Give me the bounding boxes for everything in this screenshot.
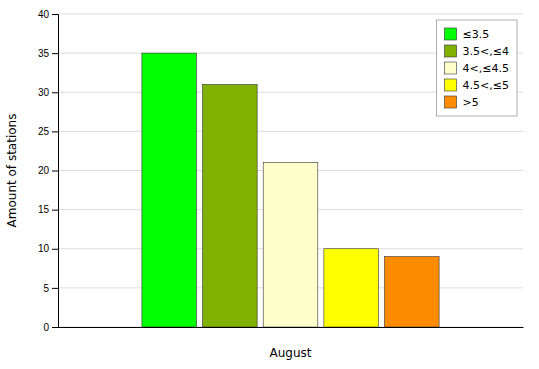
y-tick-label: 25 [38, 126, 50, 137]
bar [263, 163, 318, 327]
y-tick: 25 [38, 126, 58, 137]
y-tick: 15 [38, 204, 58, 215]
y-tick-mark [52, 14, 58, 15]
legend-item: ≤3.5 [445, 28, 490, 41]
y-tick-mark [52, 171, 58, 172]
y-tick: 35 [38, 48, 58, 59]
y-tick-label: 10 [38, 243, 50, 254]
y-tick-mark [52, 327, 58, 328]
legend-item: 3.5<,≤4 [445, 45, 509, 58]
y-tick-label: 15 [38, 204, 50, 215]
legend-swatch [445, 62, 457, 74]
bars [142, 53, 439, 327]
legend-item: >5 [445, 96, 479, 109]
legend-swatch [445, 96, 457, 108]
y-tick-label: 5 [43, 283, 49, 294]
legend-swatch [445, 45, 457, 57]
y-tick-mark [52, 210, 58, 211]
x-axis-title: August [270, 346, 312, 360]
y-tick: 20 [38, 165, 58, 176]
legend-item: 4.5<,≤5 [445, 79, 509, 92]
y-tick: 10 [38, 243, 58, 254]
legend-label: 3.5<,≤4 [463, 45, 509, 58]
y-tick-label: 35 [38, 48, 50, 59]
y-tick: 0 [43, 322, 58, 333]
legend-item: 4<,≤4.5 [445, 62, 509, 75]
y-axis-line [52, 15, 59, 328]
legend-box [437, 20, 517, 116]
y-tick-label: 0 [43, 322, 49, 333]
bar [142, 53, 197, 327]
legend-swatch [445, 79, 457, 91]
y-tick-mark [52, 131, 58, 132]
bar [385, 257, 440, 327]
x-axis [59, 327, 524, 328]
legend-label: >5 [463, 96, 479, 109]
legend-swatch [445, 28, 457, 40]
y-tick-label: 30 [38, 87, 50, 98]
bar [203, 84, 258, 327]
legend-label: ≤3.5 [463, 28, 490, 41]
y-tick: 40 [38, 9, 58, 20]
grid [58, 14, 523, 327]
y-tick-mark [52, 92, 58, 93]
y-axis-title: Amount of stations [5, 114, 19, 228]
grid-line [58, 14, 523, 15]
grid-line [58, 131, 523, 132]
y-tick-mark [52, 288, 58, 289]
y-tick: 5 [43, 283, 58, 294]
y-tick-mark [52, 249, 58, 250]
chart: 0 5 10 15 20 25 30 35 40 ≤3.5 3.5<,≤4 4<,≤4.5 4.5<,≤… [0, 0, 539, 369]
bar [324, 249, 379, 327]
legend-label: 4.5<,≤5 [463, 79, 509, 92]
legend: ≤3.5 3.5<,≤4 4<,≤4.5 4.5<,≤5 >5 [437, 20, 517, 116]
y-axis: 0 5 10 15 20 25 30 35 40 [38, 9, 59, 333]
y-tick-mark [52, 53, 58, 54]
y-tick: 30 [38, 87, 58, 98]
plot: 0 5 10 15 20 25 30 35 40 ≤3.5 3.5<,≤4 4<,≤4.5 4.5<,≤… [38, 9, 524, 333]
x-axis-line [59, 327, 524, 328]
legend-label: 4<,≤4.5 [463, 62, 509, 75]
y-tick-label: 20 [38, 165, 50, 176]
y-tick-label: 40 [38, 9, 50, 20]
